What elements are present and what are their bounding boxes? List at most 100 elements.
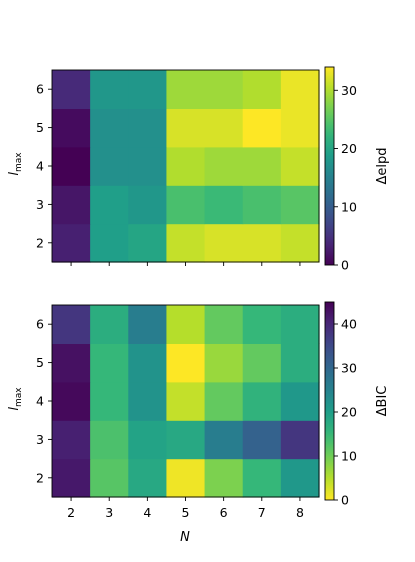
heatmap-cell <box>128 70 168 109</box>
heatmap-cell <box>242 381 282 421</box>
heatmap-cell <box>280 108 320 148</box>
heatmap-cell <box>280 305 320 344</box>
heatmap-cell <box>242 108 282 148</box>
heatmap-cell <box>204 420 244 460</box>
heatmap-cell <box>204 458 244 498</box>
heatmap-cell <box>166 108 206 148</box>
colorbar-tick-label: 10 <box>341 449 357 464</box>
heatmap-cell <box>52 108 91 148</box>
colorbar-gradient <box>324 66 335 266</box>
heatmap-cell <box>128 420 168 460</box>
y-tick-label: 4 <box>36 159 44 174</box>
heatmap-cell <box>90 185 129 225</box>
heatmap-cell <box>280 146 320 186</box>
heatmap-cell <box>166 146 206 186</box>
heatmap-cell <box>90 420 129 460</box>
colorbar-tick-label: 0 <box>341 493 349 508</box>
x-tick-label: 4 <box>143 505 151 520</box>
heatmap-cell <box>90 223 129 263</box>
heatmap-cell <box>128 458 168 498</box>
heatmap-cell <box>128 223 168 263</box>
heatmap-cell <box>128 108 168 148</box>
heatmap-cell <box>280 70 320 109</box>
heatmap-cell <box>242 305 282 344</box>
colorbar-gradient <box>324 301 335 501</box>
colorbar-elpd: 0 10 20 30 <box>324 66 357 273</box>
colorbar-tick-label: 20 <box>341 405 357 420</box>
heatmap-cell <box>52 146 91 186</box>
heatmap-cell <box>166 458 206 498</box>
heatmap-cell <box>242 420 282 460</box>
heatmap-cell <box>242 146 282 186</box>
heatmap-cell <box>280 223 320 263</box>
colorbar-tick-label: 30 <box>341 83 357 98</box>
heatmap-cell <box>204 185 244 225</box>
heatmap-cell <box>128 185 168 225</box>
colorbar-bic-label: ΔBIC <box>375 386 390 417</box>
heatmap-cell <box>128 381 168 421</box>
ylabel-bottom: lmax <box>7 387 24 411</box>
heatmap-cell <box>52 458 91 498</box>
heatmap-cell <box>90 305 129 344</box>
xlabel: N <box>180 530 190 545</box>
heatmap-cell <box>52 420 91 460</box>
heatmap-cell <box>52 381 91 421</box>
heatmap-cell <box>204 223 244 263</box>
heatmap-cell <box>242 70 282 109</box>
heatmap-cell <box>280 458 320 498</box>
heatmap-bic: 2 3 4 5 6 2 3 4 5 6 7 8 <box>36 304 320 520</box>
heatmap-cell <box>52 223 91 263</box>
heatmap-cell <box>90 108 129 148</box>
colorbar-tick-label: 20 <box>341 141 357 156</box>
y-tick-label: 5 <box>36 355 44 370</box>
heatmap-cell <box>128 146 168 186</box>
colorbar-tick-label: 10 <box>341 199 357 214</box>
heatmap-cell <box>280 420 320 460</box>
colorbar-tick-label: 0 <box>341 258 349 273</box>
heatmap-cell <box>128 305 168 344</box>
heatmap-cell <box>90 146 129 186</box>
heatmap-cell <box>280 185 320 225</box>
x-tick-label: 3 <box>105 505 113 520</box>
heatmap-cell <box>90 381 129 421</box>
heatmap-cell <box>52 343 91 383</box>
heatmap-cell <box>242 458 282 498</box>
heatmap-cell <box>166 70 206 109</box>
y-tick-label: 4 <box>36 394 44 409</box>
y-tick-label: 6 <box>36 82 44 97</box>
y-tick-label: 3 <box>36 197 44 212</box>
heatmap-elpd: 2 3 4 5 6 <box>36 69 320 266</box>
heatmap-cell <box>204 70 244 109</box>
colorbar-tick-label: 40 <box>341 317 357 332</box>
heatmap-cell <box>280 381 320 421</box>
heatmap-cell <box>204 343 244 383</box>
heatmap-cell <box>166 223 206 263</box>
y-tick-label: 2 <box>36 470 44 485</box>
heatmap-cell <box>52 70 91 109</box>
heatmap-cell <box>52 185 91 225</box>
heatmap-cell <box>242 223 282 263</box>
heatmap-cell <box>166 420 206 460</box>
x-tick-label: 6 <box>220 505 228 520</box>
colorbar-bic: 0 10 20 30 40 <box>324 301 357 508</box>
heatmap-cell <box>204 381 244 421</box>
ylabel-top: lmax <box>7 152 24 176</box>
heatmap-cell <box>166 343 206 383</box>
colorbar-elpd-label: Δelpd <box>375 147 390 184</box>
heatmap-cell <box>280 343 320 383</box>
y-tick-label: 3 <box>36 432 44 447</box>
heatmap-cell <box>166 381 206 421</box>
y-tick-label: 5 <box>36 120 44 135</box>
heatmap-cell <box>52 305 91 344</box>
heatmap-cell <box>204 108 244 148</box>
heatmap-cell <box>242 343 282 383</box>
x-tick-label: 5 <box>182 505 190 520</box>
heatmap-cell <box>204 305 244 344</box>
heatmap-cell <box>90 343 129 383</box>
heatmap-cell <box>166 185 206 225</box>
heatmap-cell <box>90 70 129 109</box>
heatmap-cell <box>166 305 206 344</box>
y-tick-label: 6 <box>36 317 44 332</box>
heatmap-cell <box>204 146 244 186</box>
